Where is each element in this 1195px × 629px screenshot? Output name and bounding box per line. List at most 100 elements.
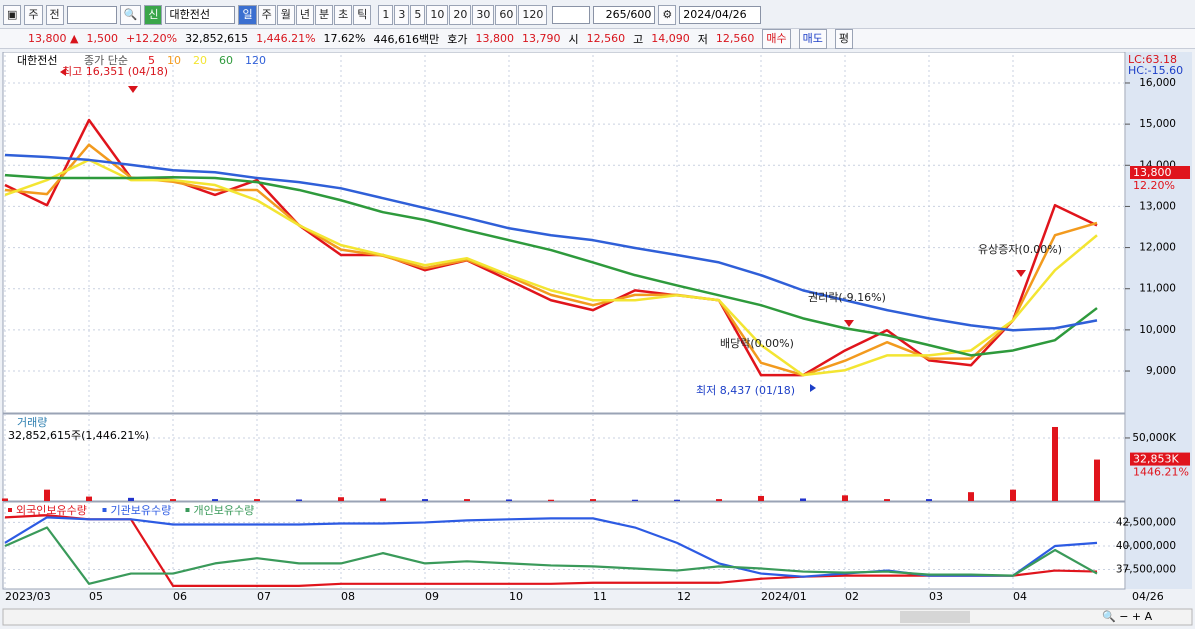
y-tick-label: 13,000 xyxy=(1139,200,1176,212)
interval-button[interactable]: 60 xyxy=(495,5,518,25)
volume-bar xyxy=(170,499,176,501)
open: 12,560 xyxy=(586,32,626,45)
code-input[interactable]: 001440 xyxy=(66,6,117,24)
ask-label: 호가 xyxy=(447,32,468,46)
volume-bar xyxy=(968,492,974,501)
interval-button[interactable]: 5 xyxy=(410,5,426,25)
series-line xyxy=(4,158,1098,377)
series-line xyxy=(4,173,1098,357)
period-button[interactable]: 일 xyxy=(238,5,257,25)
market-select[interactable]: 주 xyxy=(24,5,43,25)
last-change: 12.20% xyxy=(1133,179,1175,192)
x-tick-label: 05 xyxy=(89,590,103,603)
series-line xyxy=(4,526,1098,585)
x-tick-label: 2023/03 xyxy=(5,590,51,603)
interval-button[interactable]: 30 xyxy=(472,5,495,25)
volume-subtitle: 32,852,615주(1,446.21%) xyxy=(8,429,149,442)
open-label: 시 xyxy=(568,32,579,46)
series-line xyxy=(4,153,1098,332)
change: 1,500 xyxy=(86,32,118,45)
volume-bar xyxy=(590,499,596,501)
volume-rate: 1,446.21% xyxy=(256,32,316,45)
y-tick-label: 10,000 xyxy=(1139,324,1176,336)
volume-bar xyxy=(380,498,386,501)
scroll-thumb[interactable] xyxy=(900,611,970,623)
low: 12,560 xyxy=(715,32,755,45)
interval-button[interactable]: 10 xyxy=(426,5,449,25)
volume-bar xyxy=(1010,489,1016,501)
badge: 신 xyxy=(144,5,163,25)
legend-entry: 10 xyxy=(167,54,181,67)
period-button[interactable]: 초 xyxy=(334,5,353,25)
menu-icon[interactable]: ▣ xyxy=(3,5,22,25)
y-tick-label: 50,000K xyxy=(1132,432,1177,444)
marker xyxy=(844,320,854,327)
volume-panel xyxy=(2,413,1126,502)
interval-button[interactable]: 20 xyxy=(449,5,472,25)
period-button[interactable]: 주 xyxy=(257,5,276,25)
right-axis xyxy=(1126,52,1192,589)
interval-button[interactable]: 1 xyxy=(378,5,394,25)
legend-swatch xyxy=(8,508,12,512)
x-tick-label: 02 xyxy=(845,590,859,603)
scrollbar[interactable] xyxy=(2,608,1193,626)
hc-label: HC:-15.60 xyxy=(1128,64,1183,77)
period-button[interactable]: 년 xyxy=(295,5,314,25)
tool-button[interactable]: ⚙ xyxy=(658,5,677,25)
volume-bar xyxy=(254,499,260,501)
x-tick-label: 07 xyxy=(257,590,271,603)
buy-button[interactable]: 매수 xyxy=(762,28,791,49)
avg-button[interactable]: 평 xyxy=(834,28,853,49)
annotation: 최고 16,351 (04/18) xyxy=(62,65,168,78)
legend-entry: 기관보유수량 xyxy=(111,504,172,517)
turnover: 17.62% xyxy=(323,32,366,45)
count: 265/600 xyxy=(593,6,656,24)
volume-bar xyxy=(800,498,806,501)
annotation: 배당락(0.00%) xyxy=(720,337,794,350)
legend-entry: 120 xyxy=(245,54,266,67)
annotation: 유상증자(0.00%) xyxy=(978,243,1062,256)
volume-bar xyxy=(128,497,134,501)
quote-bar: 13,800 ▲ 1,500 +12.20% 32,852,615 1,446.… xyxy=(0,28,1195,49)
interval-input[interactable] xyxy=(552,6,591,24)
y-tick-label: 37,500,000 xyxy=(1116,564,1176,576)
search-button[interactable]: 🔍 xyxy=(119,5,142,25)
legend-swatch xyxy=(102,508,107,512)
y-tick-label: 15,000 xyxy=(1139,118,1176,130)
high-label: 고 xyxy=(633,32,644,46)
date-input[interactable]: 2024/04/26 xyxy=(679,6,762,24)
low-arrow xyxy=(810,384,816,392)
ratio-label: 1446.21% xyxy=(1133,466,1189,479)
period-button[interactable]: 분 xyxy=(314,5,334,25)
series-line xyxy=(4,514,1098,587)
volume-bar xyxy=(1052,426,1058,501)
y-tick-label: 40,000,000 xyxy=(1116,540,1176,552)
change-rate: +12.20% xyxy=(125,32,178,45)
period-button[interactable]: 월 xyxy=(276,5,295,25)
y-tick-label: 42,500,000 xyxy=(1116,516,1176,528)
volume-bar xyxy=(1094,459,1100,501)
interval-button[interactable]: 120 xyxy=(518,5,548,25)
period-button[interactable]: 틱 xyxy=(353,5,372,25)
x-tick-label: 04 xyxy=(1013,590,1027,603)
x-tick-label: 09 xyxy=(425,590,439,603)
marker xyxy=(128,86,138,93)
volume-bar xyxy=(926,499,932,501)
volume-bar xyxy=(548,499,554,501)
high-arrow xyxy=(60,68,66,76)
sell-button[interactable]: 매도 xyxy=(798,28,827,49)
x-tick-label: 08 xyxy=(341,590,355,603)
high: 14,090 xyxy=(651,32,690,45)
x-tick-label: 06 xyxy=(173,590,187,603)
zoom-controls[interactable]: 🔍 − + A xyxy=(1102,609,1153,623)
mode-select[interactable]: 전 xyxy=(45,5,64,25)
interval-button[interactable]: 3 xyxy=(394,5,410,25)
volume-bar xyxy=(338,497,344,501)
legend-entry: 20 xyxy=(193,54,207,67)
volume-bar xyxy=(506,499,512,501)
annotation: 최저 8,437 (01/18) xyxy=(696,384,795,397)
volume-title: 거래량 xyxy=(17,416,47,429)
last-price-box xyxy=(1130,166,1190,179)
